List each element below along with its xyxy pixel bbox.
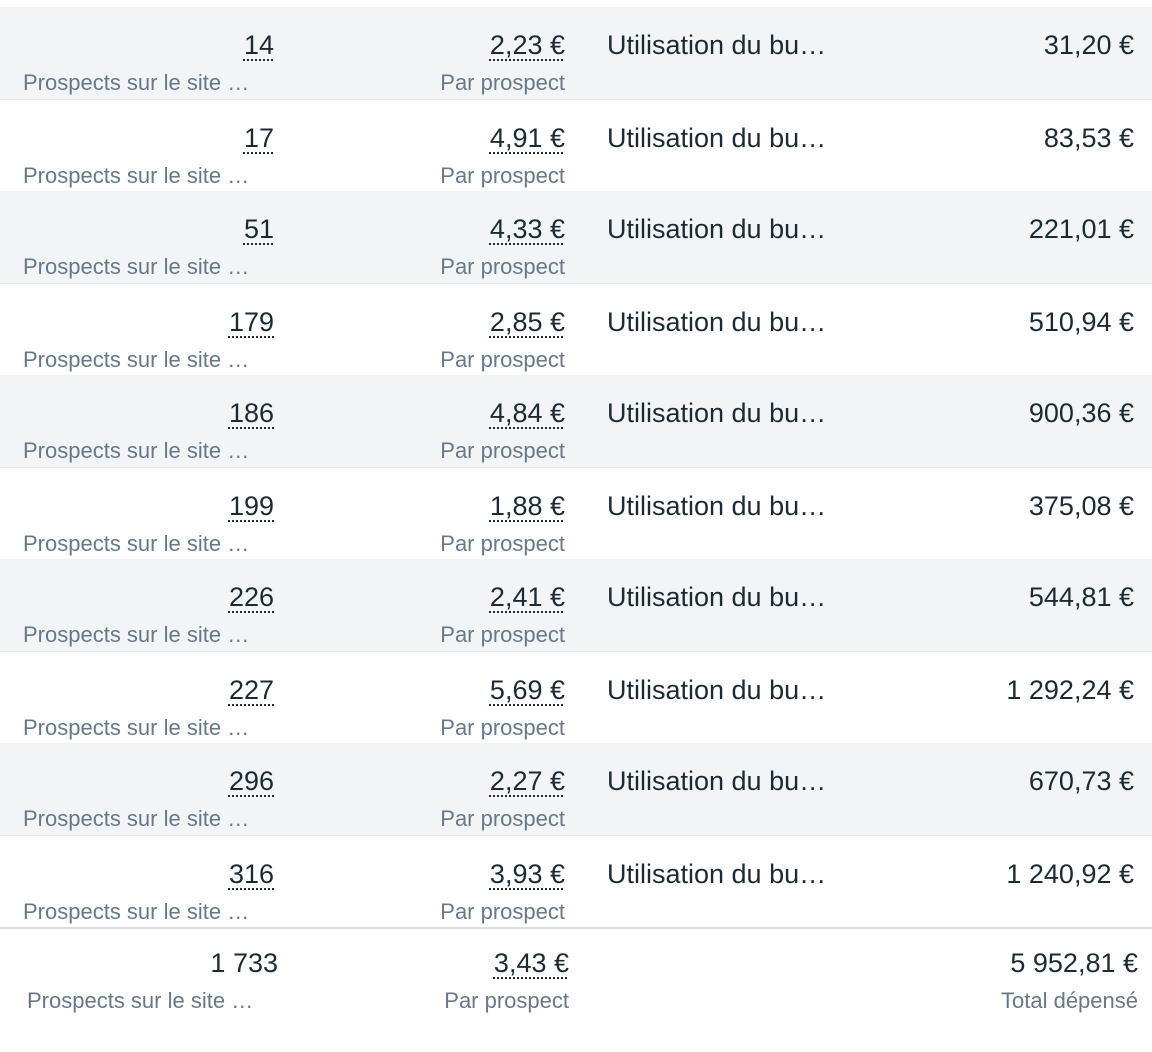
cost-label: Par prospect (440, 438, 565, 463)
cost-per-result[interactable]: 4,33 € (489, 214, 565, 244)
table-row: 316 Prospects sur le site … 3,93 € Par pros… (0, 835, 1152, 927)
total-spent-label: Total dépensé (1001, 988, 1138, 1013)
amount-spent: 670,73 € (1028, 766, 1134, 796)
budget-cell: Utilisation du bu… (607, 766, 827, 796)
results-label: Prospects sur le site … (23, 70, 250, 95)
results-value[interactable]: 199 (228, 491, 274, 521)
amount-spent: 1 292,24 € (1006, 675, 1134, 705)
amount-spent: 510,94 € (1028, 307, 1134, 337)
amount-spent: 900,36 € (1028, 398, 1134, 428)
results-value[interactable]: 17 (243, 123, 274, 153)
results-value[interactable]: 227 (228, 675, 274, 705)
cost-per-result[interactable]: 5,69 € (489, 675, 565, 705)
total-cost-label: Par prospect (444, 988, 569, 1013)
cost-label: Par prospect (440, 715, 565, 740)
cost-label: Par prospect (440, 622, 565, 647)
cost-per-result[interactable]: 1,88 € (489, 491, 565, 521)
cost-per-result[interactable]: 2,85 € (489, 307, 565, 337)
results-label: Prospects sur le site … (23, 622, 250, 647)
cost-per-result[interactable]: 4,91 € (489, 123, 565, 153)
cost-per-result[interactable]: 2,23 € (489, 30, 565, 60)
table-row: 226 Prospects sur le site … 2,41 € Par pros… (0, 559, 1152, 651)
budget-cell: Utilisation du bu… (607, 859, 827, 889)
total-results-value: 1 733 (210, 948, 278, 978)
table-row: 186 Prospects sur le site … 4,84 € Par pros… (0, 375, 1152, 467)
budget-cell: Utilisation du bu… (607, 307, 827, 337)
cost-label: Par prospect (440, 70, 565, 95)
results-label: Prospects sur le site … (23, 347, 250, 372)
table-row: 179 Prospects sur le site … 2,85 € Par pros… (0, 283, 1152, 375)
results-label: Prospects sur le site … (23, 438, 250, 463)
budget-cell: Utilisation du bu… (607, 30, 827, 60)
total-cost-per-result[interactable]: 3,43 € (493, 948, 569, 978)
budget-cell: Utilisation du bu… (607, 398, 827, 428)
results-label: Prospects sur le site … (23, 254, 250, 279)
table-row: 227 Prospects sur le site … 5,69 € Par pros… (0, 651, 1152, 743)
results-label: Prospects sur le site … (23, 806, 250, 831)
amount-spent: 375,08 € (1028, 491, 1134, 521)
cost-label: Par prospect (440, 163, 565, 188)
amount-spent: 221,01 € (1028, 214, 1134, 244)
table-row: 51 Prospects sur le site … 4,33 € Par prosp… (0, 191, 1152, 283)
cost-label: Par prospect (440, 254, 565, 279)
amount-spent: 544,81 € (1028, 582, 1134, 612)
table-row: 296 Prospects sur le site … 2,27 € Par pros… (0, 743, 1152, 835)
total-amount-spent: 5 952,81 € (1010, 948, 1138, 978)
cost-label: Par prospect (440, 347, 565, 372)
cost-label: Par prospect (440, 531, 565, 556)
table-row: 14 Prospects sur le site … 2,23 € Par prosp… (0, 7, 1152, 99)
results-label: Prospects sur le site … (23, 899, 250, 924)
table-total-row: 1 733 Prospects sur le site … 3,43 € Par… (0, 927, 1152, 1039)
cost-per-result[interactable]: 4,84 € (489, 398, 565, 428)
results-value[interactable]: 296 (228, 766, 274, 796)
amount-spent: 83,53 € (1043, 123, 1134, 153)
table-row: 199 Prospects sur le site … 1,88 € Par pros… (0, 467, 1152, 559)
budget-cell: Utilisation du bu… (607, 582, 827, 612)
amount-spent: 1 240,92 € (1006, 859, 1134, 889)
results-label: Prospects sur le site … (23, 531, 250, 556)
cost-per-result[interactable]: 2,41 € (489, 582, 565, 612)
cost-label: Par prospect (440, 806, 565, 831)
budget-cell: Utilisation du bu… (607, 214, 827, 244)
results-value[interactable]: 316 (228, 859, 274, 889)
amount-spent: 31,20 € (1043, 30, 1134, 60)
budget-cell: Utilisation du bu… (607, 123, 827, 153)
results-value[interactable]: 226 (228, 582, 274, 612)
budget-cell: Utilisation du bu… (607, 491, 827, 521)
total-results-label: Prospects sur le site … (27, 988, 254, 1013)
results-value[interactable]: 186 (228, 398, 274, 428)
budget-cell: Utilisation du bu… (607, 675, 827, 705)
results-value[interactable]: 179 (228, 307, 274, 337)
cost-per-result[interactable]: 3,93 € (489, 859, 565, 889)
results-label: Prospects sur le site … (23, 715, 250, 740)
table-body: 14 Prospects sur le site … 2,23 € Par prosp… (0, 7, 1152, 927)
cost-label: Par prospect (440, 899, 565, 924)
results-value[interactable]: 51 (243, 214, 274, 244)
cost-per-result[interactable]: 2,27 € (489, 766, 565, 796)
results-label: Prospects sur le site … (23, 163, 250, 188)
table-row: 17 Prospects sur le site … 4,91 € Par prosp… (0, 99, 1152, 191)
results-value[interactable]: 14 (243, 30, 274, 60)
